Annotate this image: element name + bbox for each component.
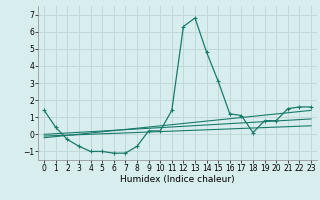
X-axis label: Humidex (Indice chaleur): Humidex (Indice chaleur) <box>120 175 235 184</box>
